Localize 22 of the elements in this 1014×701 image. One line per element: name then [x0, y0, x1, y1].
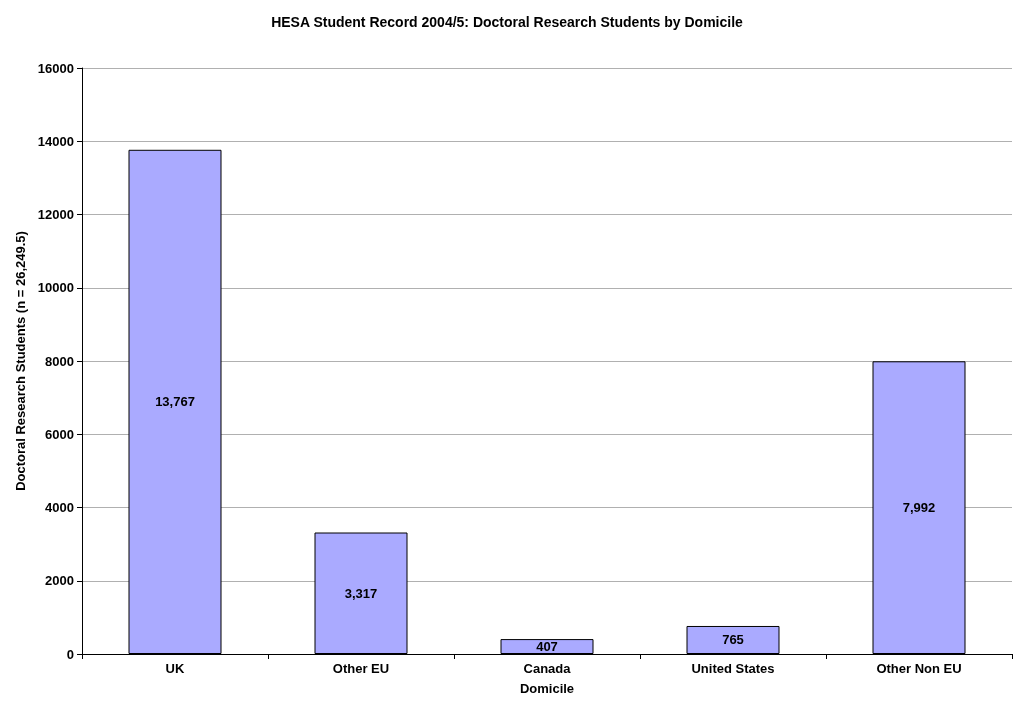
x-tick-label: Other EU — [332, 661, 390, 676]
y-tick-label: 4000 — [45, 500, 74, 515]
y-tick-label: 16000 — [37, 60, 74, 76]
x-axis-title: Domicile — [519, 681, 575, 696]
y-tick-label: 12000 — [37, 207, 74, 222]
x-tick-label: United States — [691, 661, 775, 676]
data-label: 13,767 — [155, 394, 195, 410]
y-tick-label: 0 — [66, 646, 74, 662]
y-tick-label: 8000 — [45, 353, 74, 369]
x-tick-label: Canada — [523, 661, 572, 676]
chart-title: HESA Student Record 2004/5: Doctoral Research Students by Domicile — [271, 14, 744, 30]
y-tick-label: 6000 — [45, 426, 74, 442]
y-axis-title: Doctoral Research Students (n = 26,249.5) — [12, 231, 28, 491]
y-tick-label: 10000 — [37, 280, 74, 296]
data-label: 7,992 — [902, 500, 936, 516]
x-tick-label: Other Non EU — [876, 661, 962, 676]
data-label: 3,317 — [344, 585, 378, 601]
y-tick-label: 2000 — [45, 573, 74, 589]
data-label: 765 — [722, 632, 744, 648]
y-tick-label: 14000 — [37, 133, 74, 149]
x-tick-label: UK — [165, 661, 185, 676]
data-label: 407 — [536, 639, 558, 655]
